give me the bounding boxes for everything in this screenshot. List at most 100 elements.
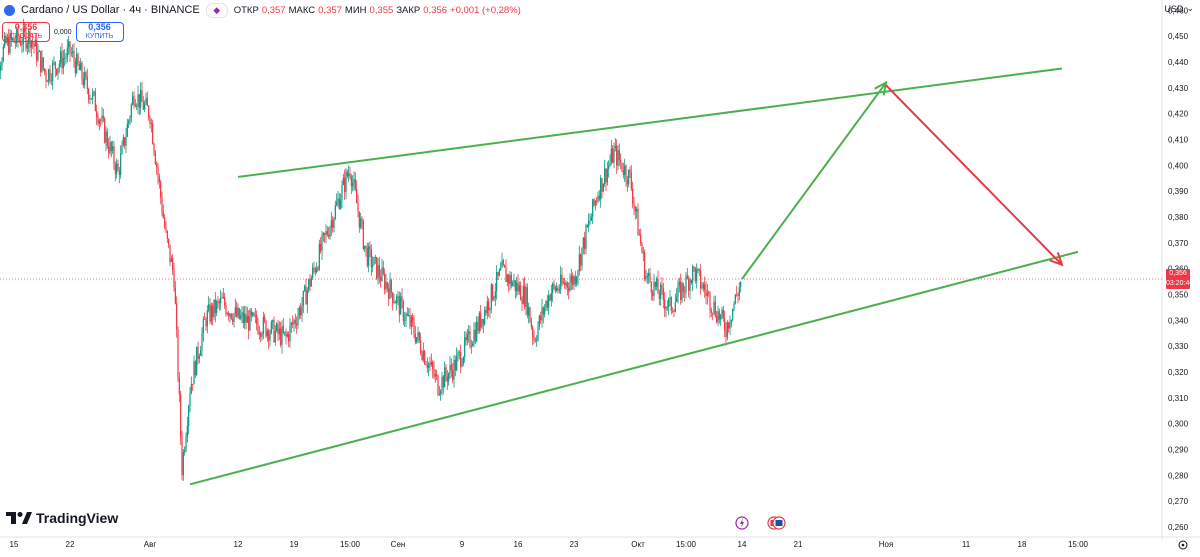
candle-body [152, 123, 154, 144]
candle-body [329, 227, 331, 237]
candle-body [32, 40, 34, 44]
candle-body [410, 316, 412, 327]
candle-body [686, 275, 688, 279]
candle-body [709, 292, 711, 311]
x-tick-label: 15:00 [340, 540, 361, 549]
candle-body [44, 68, 46, 72]
candle-body [314, 268, 316, 273]
candle-body [634, 206, 636, 212]
candle-body [313, 267, 315, 269]
candle-body [269, 333, 271, 341]
x-tick-label: 22 [66, 540, 75, 549]
candle-body [408, 315, 410, 316]
candle-body [473, 329, 475, 344]
candle-body [14, 42, 16, 44]
candle-body [196, 346, 198, 376]
candle-body [106, 131, 108, 147]
projection-up-arrow-head [874, 80, 888, 96]
candle-body [682, 283, 684, 292]
candle-body [436, 374, 438, 376]
candle-body [472, 343, 474, 347]
candle-body [29, 31, 31, 48]
buy-button[interactable]: 0,356 КУПИТЬ [75, 22, 124, 42]
candle-body [36, 39, 38, 61]
candle-body [262, 316, 264, 335]
candle-body [100, 120, 102, 122]
current-price-label: 0,356 [1169, 269, 1187, 277]
candle-body [510, 275, 512, 286]
candle-body [386, 282, 388, 289]
candle-body [444, 367, 446, 388]
candle-body [372, 264, 374, 267]
candle-body [140, 90, 142, 108]
candle-body [376, 257, 378, 279]
candle-body [458, 351, 460, 353]
candle-body [541, 307, 543, 321]
candle-body [302, 290, 304, 306]
candle-body [290, 322, 292, 326]
candle-body [58, 63, 60, 68]
candle-body [698, 268, 700, 271]
candle-body [77, 53, 79, 64]
candle-body [688, 278, 690, 291]
candle-body [653, 281, 655, 296]
candle-body [402, 301, 404, 321]
candle-body [522, 285, 524, 304]
candle-body [133, 95, 135, 105]
lightning-glyph-icon [740, 518, 744, 528]
candle-body [257, 324, 259, 334]
candle-body [21, 44, 23, 46]
candle-body [122, 137, 124, 145]
candle-body [137, 94, 139, 107]
candle-body [141, 90, 143, 102]
candle-body [174, 287, 176, 304]
candle-body [449, 364, 451, 374]
candle-body [121, 144, 123, 154]
candle-body [90, 98, 92, 100]
sell-button[interactable]: 0,356 ПРОДАТЬ [2, 22, 50, 42]
projection-down-arrow-head [1049, 252, 1064, 267]
candle-body [621, 162, 623, 171]
candle-body [89, 98, 91, 100]
candle-body [576, 277, 578, 284]
candle-body [345, 171, 347, 193]
candle-body [590, 216, 592, 221]
candle-body [582, 237, 584, 248]
candle-body [158, 176, 160, 182]
candle-body [181, 437, 183, 476]
symbol-title[interactable]: Cardano / US Dollar · 4ч · BINANCE [21, 4, 200, 16]
candle-body [613, 147, 615, 163]
candle-body [545, 300, 547, 308]
candle-body [24, 27, 26, 33]
candle-body [234, 307, 236, 314]
candle-body [325, 230, 327, 235]
candle-body [656, 278, 658, 287]
candle-body [333, 218, 335, 228]
candle-body [400, 296, 402, 315]
candle-body [609, 161, 611, 166]
candle-body [184, 450, 186, 453]
candle-body [708, 292, 710, 294]
open-value: 0,357 [261, 4, 286, 16]
candle-body [669, 297, 671, 300]
low-label: МИН [344, 4, 367, 16]
candle-body [169, 244, 171, 263]
candle-body [666, 306, 668, 308]
candle-body [237, 308, 239, 317]
indicator-toggle-icon[interactable]: ◆ [205, 2, 228, 18]
trendline-upper [237, 67, 1063, 178]
candle-body [416, 337, 418, 343]
candle-body [598, 195, 600, 200]
candle-body [568, 287, 570, 291]
x-tick-label: 21 [794, 540, 803, 549]
candle-body [17, 29, 19, 41]
currency-selector[interactable]: USD ⌄ [1164, 3, 1194, 14]
candle-body [310, 277, 312, 287]
candle-body [48, 69, 50, 83]
candle-body [417, 332, 419, 338]
candle-body [481, 319, 483, 328]
candle-body [476, 321, 478, 342]
candle-body [524, 285, 526, 307]
